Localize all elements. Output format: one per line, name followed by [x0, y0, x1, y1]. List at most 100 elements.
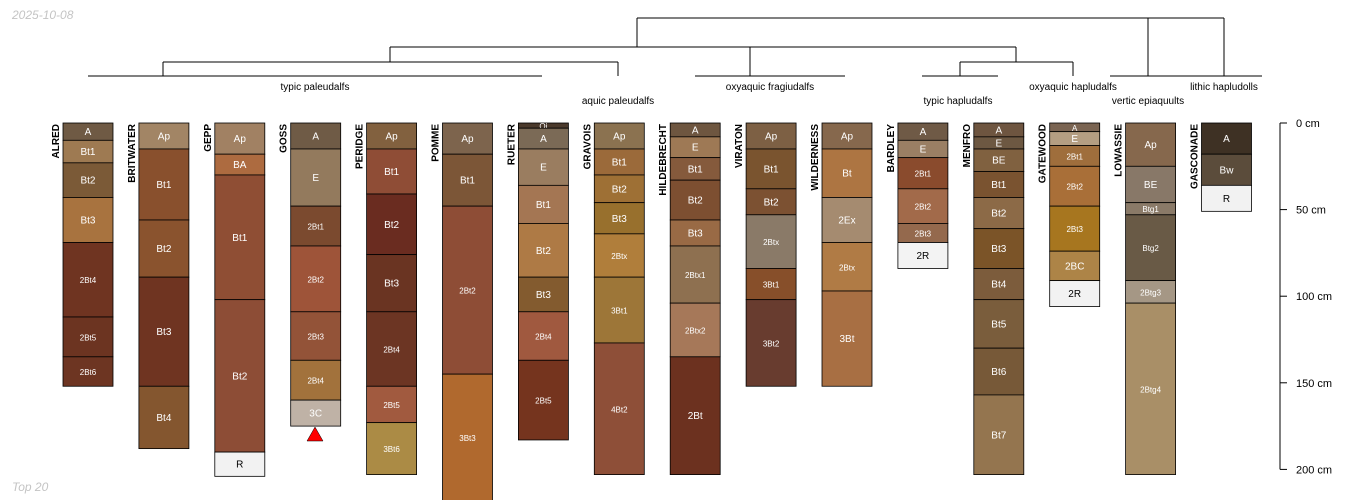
horizon-label: Bt1 [80, 147, 95, 158]
profile-name: GOSS [279, 124, 290, 153]
horizon [897, 242, 949, 269]
depth-tick-label: 150 cm [1296, 378, 1332, 390]
soil-profile: Oi A E Bt1 Bt2 Bt3 2Bt4 2Bt5 RUETER [506, 122, 569, 441]
horizon-label: Bt1 [384, 167, 399, 178]
soil-profile: AE 2Bt1 2Bt2 2Bt3 2R BARDLEY [886, 122, 949, 269]
horizon [973, 197, 1025, 230]
horizon-label: E [692, 143, 699, 154]
horizon [821, 122, 873, 150]
horizon-label: Bt2 [991, 209, 1006, 220]
horizon [1201, 184, 1252, 212]
horizon-label: A [1223, 134, 1230, 145]
group-label: oxyaquic fragiudalfs [726, 82, 814, 93]
horizon-label: A [85, 127, 92, 138]
horizon [593, 148, 645, 176]
horizon-label: BE [992, 156, 1006, 167]
horizon [821, 148, 873, 198]
horizon-label: 3Bt [839, 334, 854, 345]
profile-name: MENFRO [962, 124, 973, 168]
soil-profile: A Bt1 Bt2 Bt3 2Bt4 2Bt5 2Bt6 ALRED [51, 122, 114, 387]
profile-name: BRITWATER [127, 123, 138, 182]
horizon [1125, 302, 1176, 475]
horizon [973, 299, 1025, 349]
soil-profile: Ap Bt1 Bt2 Bt3 2Bt4 2Bt5 3Bt6 PERIDGE [355, 122, 418, 475]
horizon [62, 356, 114, 387]
horizon [745, 188, 797, 216]
group-label: typic hapludalfs [924, 96, 993, 107]
horizon-label: R [236, 460, 243, 471]
group-label: aquic paleudalfs [582, 96, 654, 107]
depth-axis: 0 cm 50 cm 100 cm 150 cm 200 cm [1279, 118, 1332, 476]
profile-name: GRAVOIS [582, 124, 593, 170]
horizon [973, 394, 1025, 475]
depth-tick-label: 100 cm [1296, 291, 1332, 303]
horizon-label: Btg2 [1142, 244, 1159, 253]
horizon [821, 242, 873, 292]
horizon-label: 2R [1068, 289, 1081, 300]
horizon-label: Bt2 [536, 246, 551, 257]
horizon [973, 347, 1025, 396]
horizon-label: 2Btx [839, 263, 855, 272]
horizon [138, 385, 190, 450]
horizon [290, 148, 342, 207]
horizon-label: Bt1 [612, 157, 627, 168]
horizon [593, 276, 645, 344]
horizon [214, 451, 266, 477]
profile-name: RUETER [506, 123, 517, 165]
profile-name: LOWASSIE [1114, 124, 1125, 177]
horizon [442, 205, 493, 375]
horizon-label: 2Ex [838, 215, 855, 226]
depth-tick-label: 200 cm [1296, 464, 1332, 476]
horizon-label: Bt3 [612, 214, 627, 225]
horizon [290, 311, 342, 361]
horizon-label: E [312, 173, 319, 184]
group-label: typic paleudalfs [281, 82, 350, 93]
horizon-label: Bt1 [232, 233, 247, 244]
horizon [593, 174, 645, 204]
horizon-label: Ap [234, 134, 247, 145]
horizon [138, 276, 190, 387]
horizon-label: Bt6 [991, 367, 1006, 378]
horizon-label: Bt2 [80, 176, 95, 187]
horizon [138, 122, 190, 150]
profile-name: PERIDGE [355, 124, 366, 169]
horizon-label: Bt3 [156, 327, 171, 338]
horizon-label: Bt1 [688, 164, 703, 175]
horizon-label: 2Bt4 [535, 333, 552, 342]
horizon [897, 157, 949, 190]
horizon [138, 219, 190, 278]
horizon [669, 356, 721, 475]
horizon-label: A [692, 125, 699, 136]
horizon [973, 171, 1025, 198]
horizon-label: 3C [309, 409, 322, 420]
horizon-label: 4Bt2 [611, 405, 628, 414]
horizon-label: Bt4 [991, 280, 1006, 291]
horizon-label: Bt3 [80, 215, 95, 226]
horizon-label: Ap [613, 131, 626, 142]
horizon-label: Ap [841, 131, 854, 142]
soil-profile: AE BE Bt1 Bt2 Bt3 Bt4 Bt5 Bt6 Bt7 MENFRO [962, 122, 1025, 475]
profile-name: GEPP [203, 124, 214, 152]
horizon-label: 2Bt3 [1066, 225, 1083, 234]
horizon [593, 342, 645, 475]
horizon [593, 233, 645, 278]
soil-profile: Ap BA Bt1 Bt2 R GEPP [203, 122, 266, 477]
horizon [366, 422, 418, 475]
soil-profile: A Bw R GASCONADE [1190, 122, 1252, 212]
horizon-label: BE [1144, 180, 1158, 191]
horizon-label: 2Bt4 [80, 276, 97, 285]
profile-name: WILDERNESS [810, 124, 821, 191]
horizon-label: Bt [842, 169, 852, 180]
horizon-label: 2Bt2 [459, 287, 476, 296]
horizon-label: E [995, 138, 1002, 149]
horizon-label: Bt1 [460, 176, 475, 187]
horizon-label: BA [233, 160, 247, 171]
horizon [518, 359, 569, 441]
horizon [669, 179, 721, 221]
horizon-label: 2BC [1065, 261, 1084, 272]
group-labels: typic paleudalfs aquic paleudalfs oxyaqu… [281, 82, 1258, 107]
group-label: vertic epiaquults [1112, 96, 1184, 107]
horizon-label: R [1223, 194, 1230, 205]
horizon-label: 2Bt4 [383, 346, 400, 355]
